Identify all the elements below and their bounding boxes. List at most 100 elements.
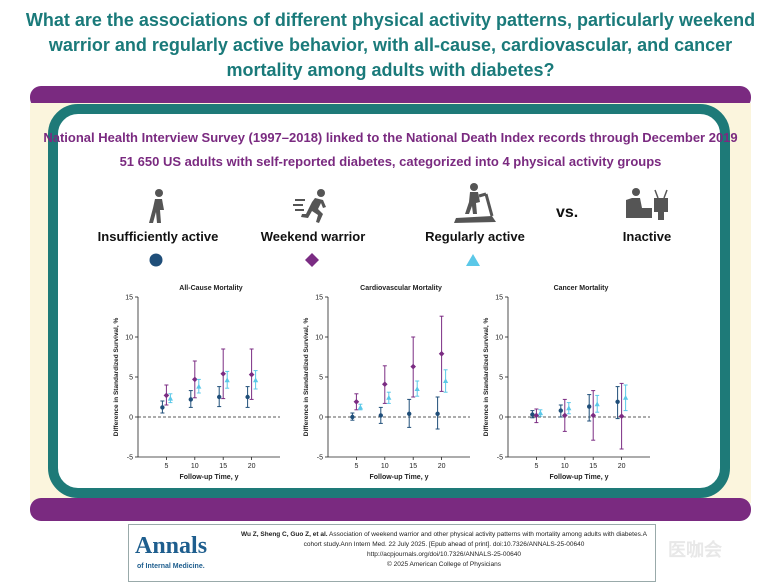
data-point: [196, 383, 202, 389]
data-point: [192, 376, 198, 383]
citation-url[interactable]: http://acpjournals.org/doi/10.7326/ANNAL…: [367, 551, 521, 558]
y-tick-label: -5: [497, 455, 503, 462]
x-tick-label: 5: [354, 463, 358, 470]
walking-person-icon: [149, 189, 164, 223]
data-point: [167, 395, 173, 401]
x-tick-label: 10: [561, 463, 569, 470]
y-axis-label: Difference in Standardized Survival, %: [483, 318, 490, 437]
data-point: [438, 351, 445, 357]
x-tick-label: 20: [438, 463, 446, 470]
data-point: [443, 378, 449, 383]
chart-title: Cancer Mortality: [554, 285, 609, 292]
data-point: [217, 394, 222, 400]
data-point: [623, 395, 629, 400]
data-point: [253, 377, 259, 383]
chart-title: Cardiovascular Mortality: [360, 285, 442, 292]
data-point: [414, 386, 420, 391]
data-point: [160, 405, 165, 410]
annals-logo: Annals: [135, 533, 208, 559]
y-tick-label: 15: [315, 295, 323, 302]
cancer-mortality-chart: Cancer Mortality -5 0 5 10 15 5 10 15 20 Follow-up…: [483, 285, 650, 481]
group-label: Inactive: [622, 229, 672, 244]
y-tick-label: 0: [129, 415, 133, 422]
running-person-icon: [293, 189, 326, 223]
regularly-active-marker: [466, 254, 480, 266]
group-weekend-warrior: Weekend warrior: [243, 188, 383, 244]
data-point: [382, 381, 388, 387]
y-tick-label: 10: [495, 335, 503, 342]
data-point: [163, 392, 170, 399]
x-axis-label: Follow-up Time, y: [370, 474, 429, 481]
x-tick-label: 20: [248, 463, 256, 470]
data-point: [533, 412, 540, 419]
chart-title: All-Cause Mortality: [179, 285, 243, 292]
data-point: [386, 395, 392, 400]
data-point: [220, 371, 226, 377]
x-tick-label: 15: [219, 463, 227, 470]
group-label: Regularly active: [425, 229, 525, 244]
data-point: [224, 377, 230, 383]
treadmill-icon: [454, 183, 496, 223]
y-axis-label: Difference in Standardized Survival, %: [113, 318, 120, 437]
insufficiently-active-marker: [149, 253, 163, 267]
data-point: [188, 397, 193, 402]
data-point: [248, 371, 255, 378]
weekend-warrior-marker: [305, 253, 319, 267]
citation: Wu Z, Sheng C, Guo Z, et al. Association…: [239, 530, 649, 570]
study-source: National Health Interview Survey (1997–2…: [43, 130, 738, 145]
data-point: [558, 408, 563, 413]
data-point: [566, 405, 572, 411]
data-point: [353, 399, 360, 405]
y-tick-label: 15: [125, 295, 133, 302]
x-tick-label: 5: [534, 463, 538, 470]
data-point: [537, 410, 543, 415]
x-axis-label: Follow-up Time, y: [180, 474, 239, 481]
y-tick-label: -5: [317, 455, 323, 462]
copyright: © 2025 American College of Physicians: [387, 561, 501, 568]
y-tick-label: 10: [315, 335, 323, 342]
citation-box: Annals of Internal Medicine. Wu Z, Sheng…: [128, 524, 656, 582]
x-tick-label: 20: [618, 463, 626, 470]
citation-authors: Wu Z, Sheng C, Guo Z, et al.: [241, 531, 328, 538]
study-population: 51 650 US adults with self-reported diab…: [119, 154, 662, 169]
vs-label: vs.: [556, 204, 579, 221]
annals-logo-subtitle: of Internal Medicine.: [137, 563, 205, 570]
group-regularly-active: Regularly active: [405, 182, 545, 244]
y-axis-label: Difference in Standardized Survival, %: [303, 318, 310, 437]
data-point: [562, 412, 568, 419]
x-tick-label: 10: [381, 463, 389, 470]
y-tick-label: 5: [499, 375, 503, 382]
data-point: [587, 404, 592, 409]
content-panel: [48, 104, 730, 498]
data-point: [378, 413, 383, 418]
data-point: [245, 394, 250, 400]
data-point: [530, 412, 535, 417]
bottom-band: [30, 498, 751, 521]
group-inactive: Inactive: [592, 186, 702, 244]
data-point: [618, 413, 625, 419]
page-title: What are the associations of different p…: [25, 10, 756, 80]
citation-text: Association of weekend warrior and other…: [303, 531, 647, 548]
group-label: Insufficiently active: [97, 229, 219, 244]
y-tick-label: 5: [129, 375, 133, 382]
data-point: [357, 404, 363, 410]
y-tick-label: -5: [127, 455, 133, 462]
data-point: [590, 412, 596, 419]
y-tick-label: 10: [125, 335, 133, 342]
x-tick-label: 15: [589, 463, 597, 470]
data-point: [435, 411, 440, 416]
y-tick-label: 0: [499, 415, 503, 422]
data-point: [410, 363, 416, 370]
y-tick-label: 15: [495, 295, 503, 302]
group-label: Weekend warrior: [260, 229, 366, 244]
group-insufficiently-active: Insufficiently active: [88, 188, 228, 244]
data-point: [350, 414, 355, 420]
data-point: [615, 399, 620, 404]
y-tick-label: 5: [319, 375, 323, 382]
x-tick-label: 10: [191, 463, 199, 470]
data-point: [594, 401, 600, 407]
watermark: 医咖会: [668, 540, 722, 560]
data-point: [407, 411, 412, 416]
x-tick-label: 5: [164, 463, 168, 470]
x-axis-label: Follow-up Time, y: [550, 474, 609, 481]
